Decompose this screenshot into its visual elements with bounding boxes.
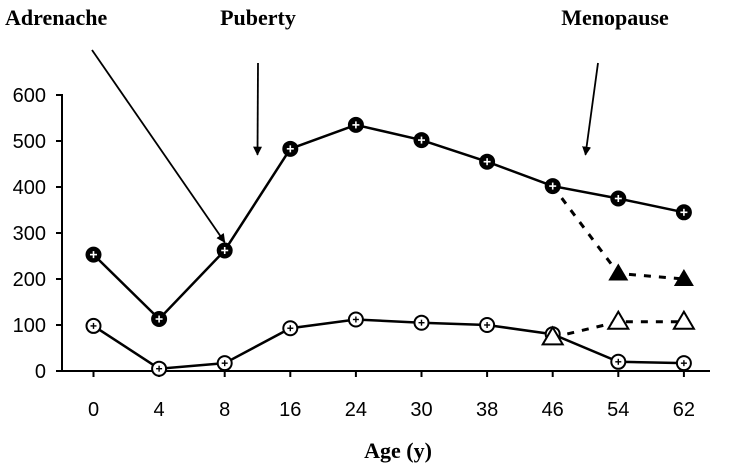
y-tick-label: 100: [13, 315, 46, 337]
data-point-open-triangle: [540, 325, 565, 346]
annotation-arrow: [253, 62, 263, 156]
annotation-arrow: [582, 62, 599, 156]
series-line-lower: [92, 318, 684, 370]
data-point-filled-triangle: [673, 269, 694, 286]
x-tick-label: 62: [673, 399, 695, 421]
y-ticks: 0 100 200 300 400 500 600: [13, 85, 62, 383]
x-tick-label: 0: [88, 399, 99, 421]
y-tick-label: 400: [13, 177, 46, 199]
data-point-open-triangle: [672, 309, 696, 330]
y-tick-label: 200: [13, 269, 46, 291]
x-ticks: 0 4 8 16 24 30 38 46 54 62: [88, 371, 695, 421]
data-point-open-triangle: [606, 309, 631, 330]
y-tick-label: 500: [13, 131, 46, 153]
annotation-label: Adrenache: [5, 5, 107, 30]
series-layer: [85, 116, 696, 377]
x-tick-label: 54: [607, 399, 629, 421]
y-tick-label: 600: [13, 85, 46, 107]
x-tick-label: 16: [279, 399, 301, 421]
series-line-upper: [92, 123, 685, 321]
annotation-arrow: [91, 49, 226, 243]
x-tick-label: 38: [476, 399, 498, 421]
y-tick-label: 0: [35, 361, 46, 383]
y-tick-label: 300: [13, 223, 46, 245]
x-tick-label: 8: [219, 399, 230, 421]
series-line-lower-branch: [552, 320, 684, 339]
data-point-filled-triangle: [608, 263, 629, 281]
x-tick-label: 4: [154, 399, 165, 421]
x-tick-label: 46: [542, 399, 564, 421]
x-axis-title: Age (y): [364, 438, 432, 463]
annotation-label: Menopause: [561, 5, 669, 30]
x-tick-label: 24: [345, 399, 367, 421]
annotations: Adrenache Puberty Menopause: [5, 5, 669, 243]
annotation-label: Puberty: [220, 5, 296, 30]
x-tick-label: 30: [410, 399, 432, 421]
